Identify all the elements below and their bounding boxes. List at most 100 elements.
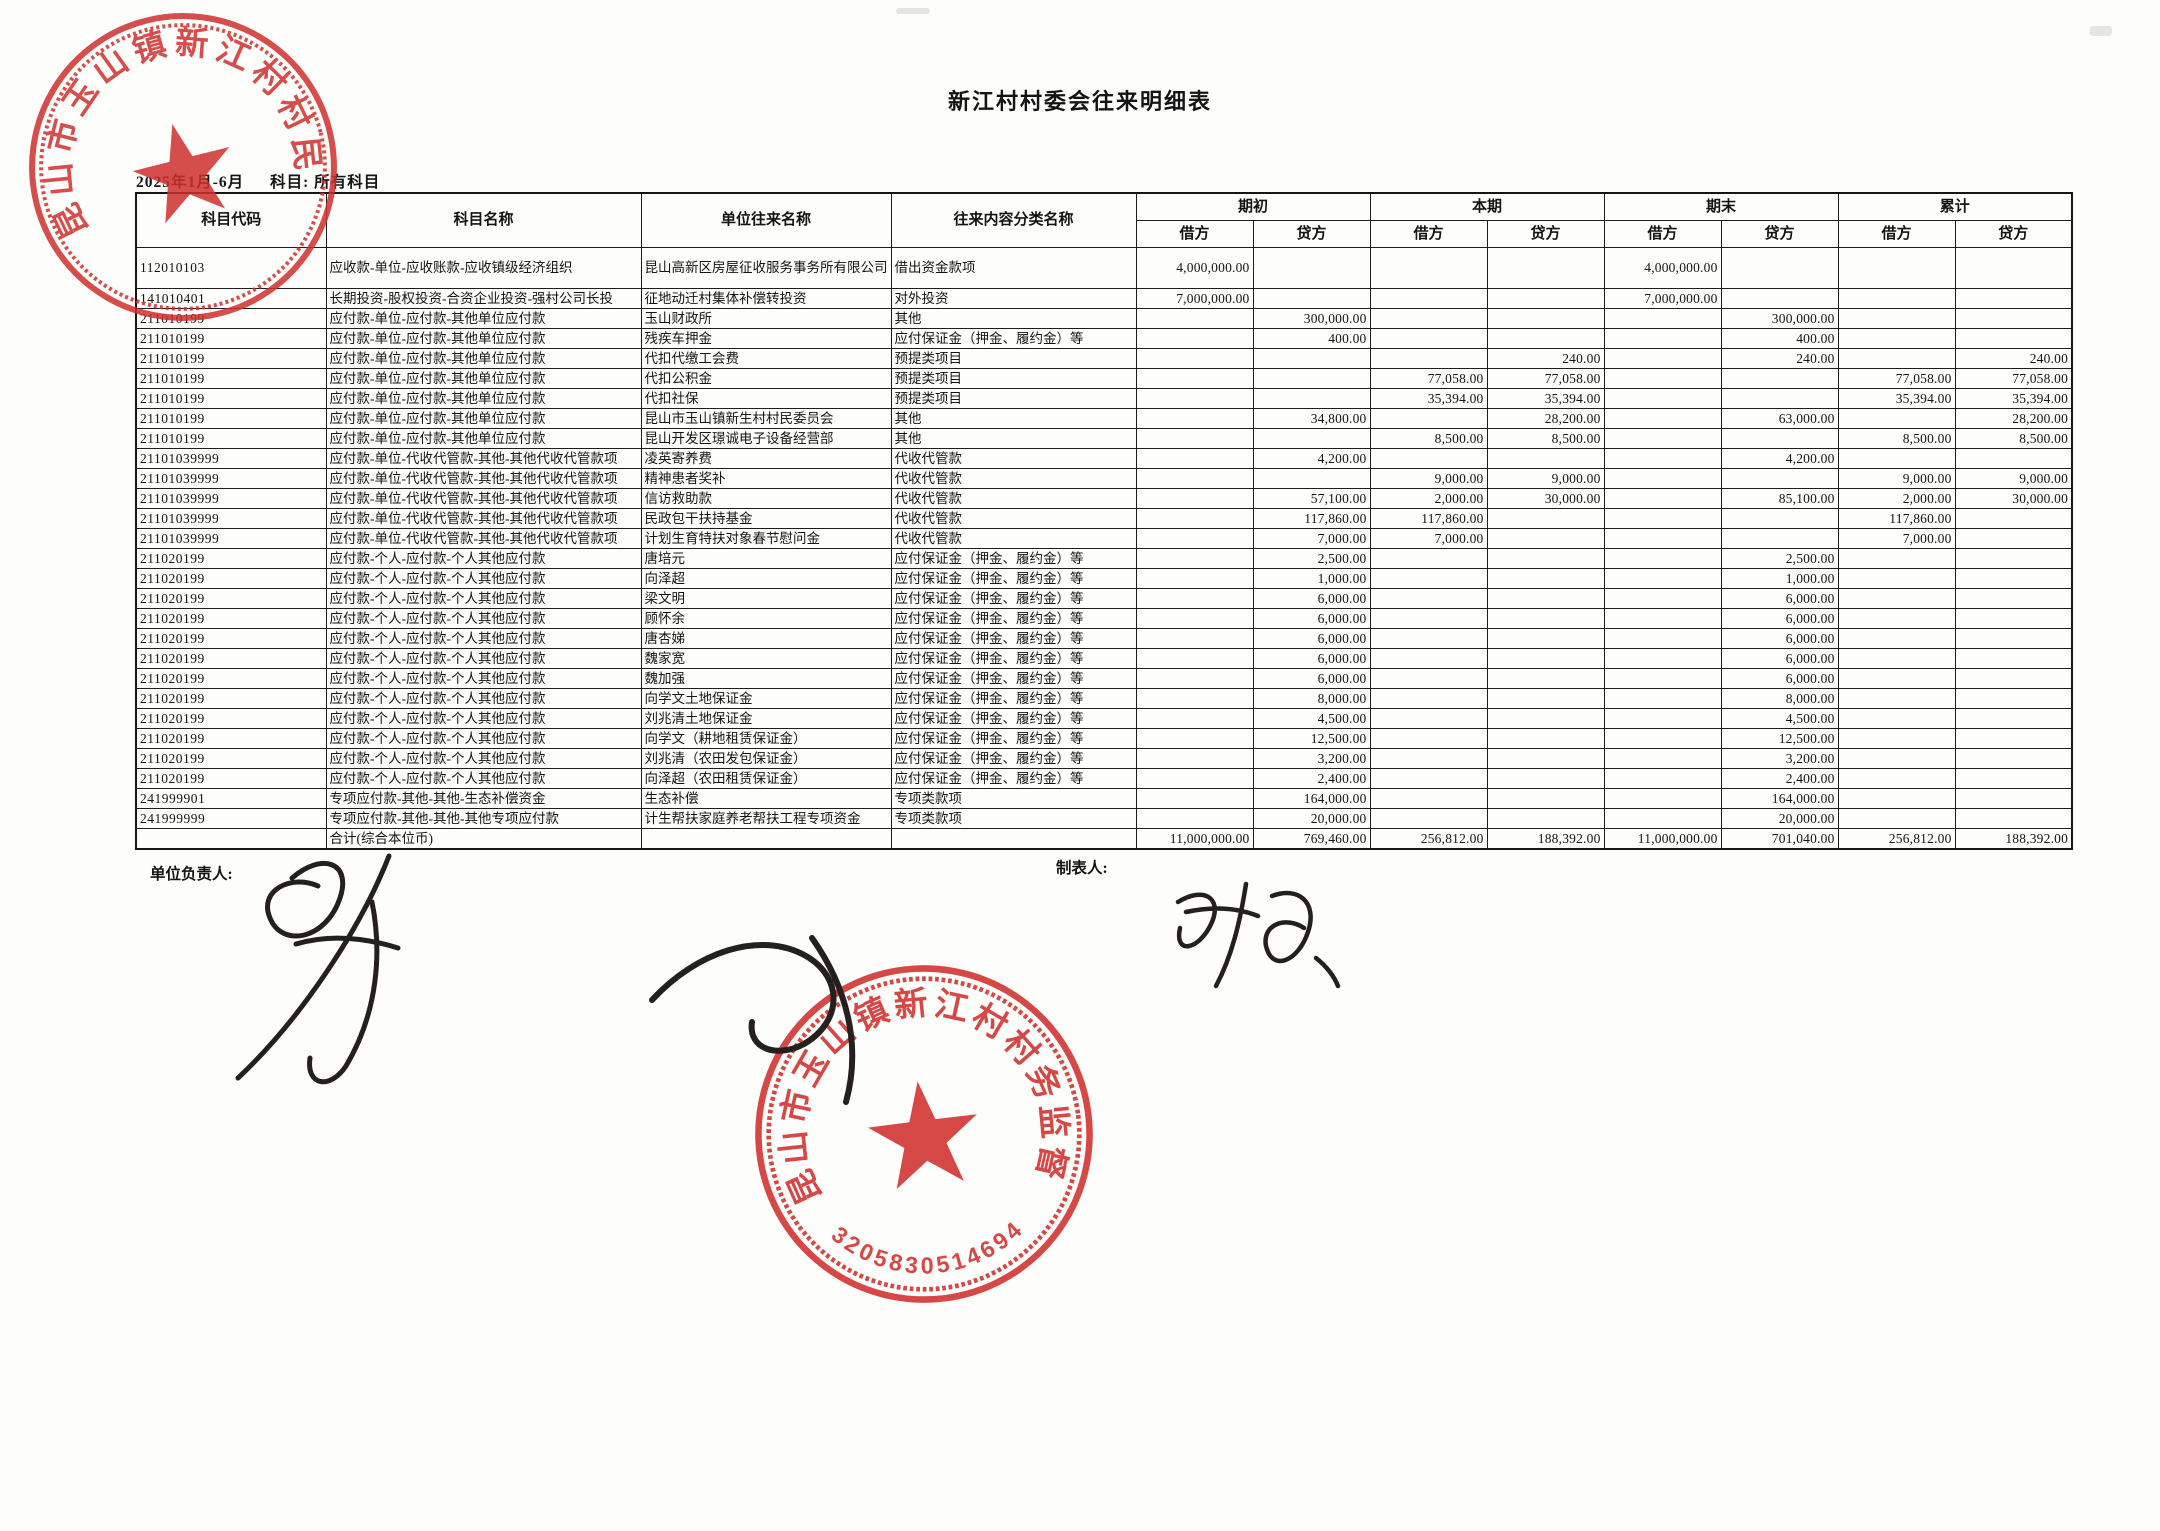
cell-subject-name: 应付款-单位-应付款-其他单位应付款 [325,308,642,329]
cell-ending-debit [1603,388,1722,409]
cell-opening-credit [1252,468,1371,489]
cell-ending-credit: 2,500.00 [1720,548,1839,569]
cell-opening-credit: 400.00 [1252,328,1371,349]
cell-cumulative-debit: 7,000.00 [1837,528,1956,549]
table-row: 211020199 应付款-个人-应付款-个人其他应付款 向学文土地保证金 应付… [135,688,2073,709]
cell-opening-debit [1135,468,1254,489]
cell-cumulative-debit [1837,628,1956,649]
cell-subject-name: 应付款-个人-应付款-个人其他应付款 [325,568,642,589]
cell-subject-name: 应付款-个人-应付款-个人其他应付款 [325,648,642,669]
cell-ending-credit: 400.00 [1720,328,1839,349]
cell-current-credit [1486,808,1605,829]
cell-unit-name: 顾怀余 [640,608,892,629]
header-ending-debit: 借方 [1603,220,1722,248]
cell-current-debit: 8,500.00 [1369,428,1488,449]
cell-current-credit [1486,508,1605,529]
cell-category: 应付保证金（押金、履约金）等 [890,568,1137,589]
cell-opening-credit [1252,348,1371,369]
cell-opening-credit: 1,000.00 [1252,568,1371,589]
cell-ending-credit: 6,000.00 [1720,588,1839,609]
header-subject-name: 科目名称 [325,192,642,248]
table-row: 21101039999 应付款-单位-代收代管款-其他-其他代收代管款项 精神患… [135,468,2073,489]
cell-category: 应付保证金（押金、履约金）等 [890,668,1137,689]
cell-unit-name: 残疾车押金 [640,328,892,349]
cell-unit-name: 代扣代缴工会费 [640,348,892,369]
cell-cumulative-credit [1954,708,2073,729]
total-current-debit: 256,812.00 [1369,828,1488,850]
header-cumulative-credit: 贷方 [1954,220,2073,248]
total-label: 合计(综合本位币) [325,828,642,850]
cell-ending-debit [1603,788,1722,809]
cell-current-debit [1369,788,1488,809]
table-header: 科目代码 科目名称 单位往来名称 往来内容分类名称 期初 本期 期末 累计 借方… [135,192,2073,248]
cell-cumulative-debit [1837,728,1956,749]
cell-subject-code: 211020199 [135,568,327,589]
cell-ending-debit [1603,448,1722,469]
cell-opening-debit [1135,588,1254,609]
cell-subject-name: 应付款-单位-应付款-其他单位应付款 [325,328,642,349]
table-row: 211010199 应付款-单位-应付款-其他单位应付款 代扣社保 预提类项目 … [135,388,2073,409]
cell-unit-name: 精神患者奖补 [640,468,892,489]
cell-opening-debit [1135,368,1254,389]
cell-unit-name: 刘兆清土地保证金 [640,708,892,729]
cell-cumulative-debit: 35,394.00 [1837,388,1956,409]
cell-current-debit [1369,408,1488,429]
cell-current-debit: 77,058.00 [1369,368,1488,389]
seal-rope-ring [766,976,1082,1292]
cell-ending-credit: 3,200.00 [1720,748,1839,769]
cell-unit-name: 凌英寄养费 [640,448,892,469]
cell-subject-name: 长期投资-股权投资-合资企业投资-强村公司长投 [325,288,642,309]
table-row: 211020199 应付款-个人-应付款-个人其他应付款 刘兆清（农田发包保证金… [135,748,2073,769]
cell-unit-name: 代扣公积金 [640,368,892,389]
cell-cumulative-credit [1954,247,2073,289]
cell-current-credit: 30,000.00 [1486,488,1605,509]
cell-subject-code: 211020199 [135,728,327,749]
cell-category: 代收代管款 [890,468,1137,489]
cell-cumulative-debit [1837,708,1956,729]
table-row: 21101039999 应付款-单位-代收代管款-其他-其他代收代管款项 凌英寄… [135,448,2073,469]
cell-ending-credit [1720,528,1839,549]
cell-category: 应付保证金（押金、履约金）等 [890,608,1137,629]
cell-cumulative-debit: 77,058.00 [1837,368,1956,389]
cell-ending-debit [1603,588,1722,609]
cell-subject-name: 专项应付款-其他-其他-其他专项应付款 [325,808,642,829]
unit-leader-signature [235,853,401,1085]
header-group-cumulative: 累计 [1837,192,2073,221]
cell-cumulative-credit: 8,500.00 [1954,428,2073,449]
cell-cumulative-debit [1837,668,1956,689]
cell-unit-name: 计生帮扶家庭养老帮扶工程专项资金 [640,808,892,829]
cell-opening-debit [1135,448,1254,469]
cell-subject-name: 应付款-单位-应付款-其他单位应付款 [325,348,642,369]
cell-category: 应付保证金（押金、履约金）等 [890,748,1137,769]
cell-opening-debit [1135,648,1254,669]
svg-text:昆山市玉山镇新江村村务监督委员会: 昆山市玉山镇新江村村务监督委员会 [717,927,1080,1224]
cell-cumulative-credit: 77,058.00 [1954,368,2073,389]
table-row: 211020199 应付款-个人-应付款-个人其他应付款 刘兆清土地保证金 应付… [135,708,2073,729]
cell-subject-code: 211020199 [135,548,327,569]
cell-ending-debit [1603,488,1722,509]
cell-unit-name: 向学文（耕地租赁保证金） [640,728,892,749]
cell-ending-debit: 7,000,000.00 [1603,288,1722,309]
cell-current-debit [1369,608,1488,629]
scan-artifact [896,8,930,14]
cell-ending-credit: 6,000.00 [1720,668,1839,689]
cell-opening-credit [1252,288,1371,309]
cell-cumulative-credit [1954,548,2073,569]
cell-subject-code: 241999901 [135,788,327,809]
table-row: 211010199 应付款-单位-应付款-其他单位应付款 代扣代缴工会费 预提类… [135,348,2073,369]
cell-cumulative-debit [1837,247,1956,289]
cell-current-credit [1486,768,1605,789]
cell-subject-code: 211020199 [135,608,327,629]
total-category-cell [890,828,1137,850]
cell-ending-debit [1603,808,1722,829]
cell-category: 预提类项目 [890,368,1137,389]
cell-current-credit [1486,247,1605,289]
cell-unit-name: 魏加强 [640,668,892,689]
cell-ending-debit [1603,508,1722,529]
cell-current-debit [1369,247,1488,289]
cell-current-credit: 240.00 [1486,348,1605,369]
cell-current-debit: 9,000.00 [1369,468,1488,489]
cell-category: 代收代管款 [890,448,1137,469]
cell-ending-debit [1603,648,1722,669]
cell-current-debit [1369,648,1488,669]
